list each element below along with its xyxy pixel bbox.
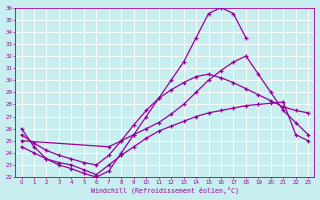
X-axis label: Windchill (Refroidissement éolien,°C): Windchill (Refroidissement éolien,°C): [91, 187, 239, 194]
